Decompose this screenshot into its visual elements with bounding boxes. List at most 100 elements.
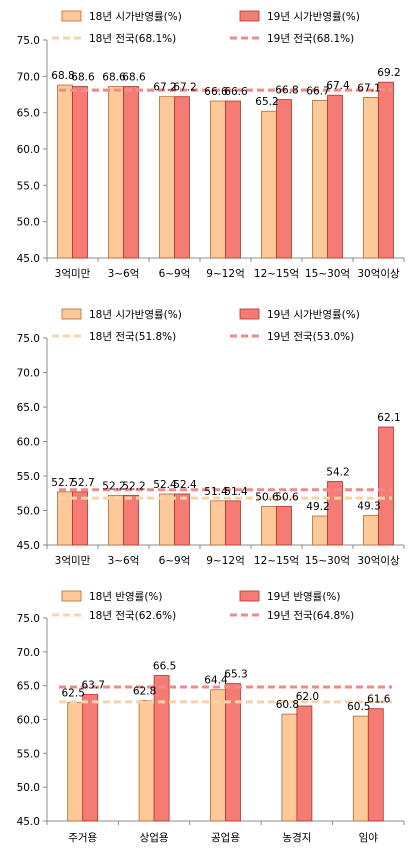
data-label-19: 51.4 (224, 486, 248, 498)
y-tick-label: 55.0 (17, 180, 40, 192)
bar-18 (352, 715, 369, 822)
legend: 18년 시가반영률(%) 19년 시가반영률(%) 18년 전국(68.1%) 19년… (52, 10, 360, 45)
chart-panel-1: 18년 시가반영률(%) 19년 시가반영률(%) 18년 전국(68.1%) 19년… (17, 10, 405, 280)
data-label-18: 52.4 (153, 479, 177, 491)
data-label-18: 68.6 (102, 72, 126, 84)
legend-swatch-bar19 (239, 590, 260, 602)
x-tick-label: 9~12억 (206, 268, 245, 280)
y-tick-label: 65.0 (17, 681, 40, 693)
data-label-19: 61.6 (367, 694, 391, 706)
bar-19 (225, 100, 241, 259)
bar-19 (72, 86, 88, 259)
bar-18 (159, 493, 175, 546)
bar-18 (281, 713, 298, 822)
legend-label-avg18: 18년 전국(62.6%) (89, 610, 176, 622)
legend-label-avg19: 19년 전국(68.1%) (267, 33, 354, 45)
data-label-18: 68.8 (51, 70, 74, 82)
x-tick-label: 임야 (359, 831, 379, 844)
data-label-19: 52.2 (122, 480, 145, 492)
data-label-19: 66.6 (224, 86, 248, 98)
x-tick-label: 15~30억 (305, 268, 350, 280)
bar-19 (378, 426, 394, 546)
data-label-19: 54.2 (326, 467, 349, 479)
y-tick-label: 45.0 (17, 816, 40, 828)
bar-18 (210, 100, 226, 259)
data-label-18: 51.4 (204, 486, 228, 498)
data-label-19: 69.2 (377, 67, 400, 79)
data-label-18: 62.8 (133, 686, 156, 698)
data-label-18: 62.5 (62, 688, 85, 700)
y-tick-label: 60.0 (17, 715, 40, 727)
legend-label-avg18: 18년 전국(51.8%) (89, 331, 176, 343)
bar-19 (276, 505, 292, 546)
data-label-19: 66.8 (275, 85, 298, 97)
data-label-18: 60.8 (276, 699, 299, 711)
y-tick-label: 65.0 (17, 108, 40, 120)
bar-18 (159, 96, 175, 259)
x-tick-label: 3억미만 (55, 555, 91, 567)
y-tick-label: 70.0 (17, 368, 40, 380)
bar-19 (276, 99, 292, 259)
legend-label-bar19: 19년 시가반영률(%) (267, 309, 360, 321)
data-label-18: 49.2 (306, 501, 329, 513)
x-tick-label: 15~30억 (305, 555, 350, 567)
legend-label-avg18: 18년 전국(68.1%) (89, 33, 176, 45)
bar-19 (378, 81, 394, 259)
bar-18 (67, 702, 84, 822)
y-tick-label: 45.0 (17, 540, 40, 552)
x-tick-label: 6~9억 (159, 268, 191, 280)
data-label-18: 60.5 (347, 701, 370, 713)
data-label-18: 66.7 (306, 85, 329, 97)
y-tick-label: 70.0 (17, 647, 40, 659)
legend-label-bar18: 18년 시가반영률(%) (89, 11, 182, 23)
legend-swatch-bar19 (239, 10, 260, 22)
y-tick-label: 75.0 (17, 35, 40, 47)
x-tick-label: 9~12억 (206, 555, 245, 567)
bar-19 (72, 491, 88, 546)
bar-19 (225, 500, 241, 546)
x-tick-label: 30억이상 (357, 555, 400, 567)
legend-swatch-bar19 (239, 308, 260, 320)
data-label-19: 68.6 (122, 72, 146, 84)
legend: 18년 반영률(%) 19년 반영률(%) 18년 전국(62.6%) 19년 전국(… (52, 590, 354, 622)
legend-swatch-bar18 (61, 590, 82, 602)
data-label-19: 52.4 (173, 479, 197, 491)
bar-18 (210, 500, 226, 546)
y-tick-label: 75.0 (17, 613, 40, 625)
data-label-18: 67.1 (357, 82, 380, 94)
bar-18 (57, 84, 73, 259)
bar-19 (296, 705, 313, 822)
x-tick-label: 3억미만 (55, 268, 91, 280)
data-label-19: 62.0 (296, 691, 319, 703)
y-tick-label: 65.0 (17, 402, 40, 414)
x-tick-label: 6~9억 (159, 555, 191, 567)
bar-19 (153, 675, 170, 822)
x-tick-label: 12~15억 (254, 555, 299, 567)
y-tick-label: 75.0 (17, 333, 40, 345)
bar-19 (123, 86, 139, 259)
legend-label-bar19: 19년 반영률(%) (267, 591, 341, 603)
y-tick-label: 70.0 (17, 71, 40, 83)
y-tick-label: 50.0 (17, 506, 40, 518)
bar-19 (174, 493, 190, 546)
legend-label-avg19: 19년 전국(53.0%) (267, 331, 354, 343)
legend-label-avg19: 19년 전국(64.8%) (267, 610, 354, 622)
data-label-19: 62.1 (377, 412, 400, 424)
chart-panel-3: 18년 반영률(%) 19년 반영률(%) 18년 전국(62.6%) 19년 전국(… (17, 590, 405, 844)
y-tick-label: 45.0 (17, 253, 40, 265)
bar-18 (108, 86, 124, 259)
legend-label-bar18: 18년 반영률(%) (89, 591, 163, 603)
y-tick-label: 55.0 (17, 748, 40, 760)
bar-19 (174, 96, 190, 259)
data-label-19: 67.4 (326, 80, 350, 92)
data-label-18: 49.3 (357, 500, 380, 512)
bar-18 (363, 97, 379, 259)
bar-18 (312, 99, 328, 259)
data-label-19: 68.6 (71, 72, 95, 84)
legend-label-bar19: 19년 시가반영률(%) (267, 11, 360, 23)
x-tick-label: 상업용 (140, 831, 169, 844)
bar-18 (57, 491, 73, 546)
bar-18 (363, 514, 379, 546)
y-tick-label: 60.0 (17, 437, 40, 449)
